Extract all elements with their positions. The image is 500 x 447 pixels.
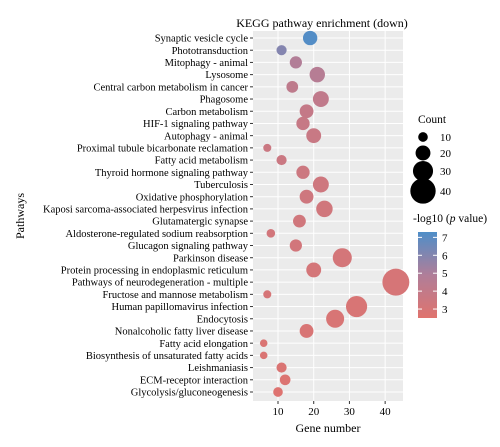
size-legend-circle <box>410 178 436 204</box>
data-point <box>276 362 287 373</box>
data-point <box>302 30 318 46</box>
data-point <box>316 200 333 218</box>
data-point <box>332 248 352 268</box>
category-label: Autophagy - animal <box>164 131 248 142</box>
category-label: Protein processing in endoplasmic reticu… <box>61 266 248 277</box>
y-axis-ticks <box>250 37 253 393</box>
category-label: Glycolysis/gluconeogenesis <box>131 388 248 399</box>
category-label: Proximal tubule bicarbonate reclamation <box>77 143 249 154</box>
data-point <box>266 229 276 238</box>
colorbar-tick-label: 7 <box>442 232 448 244</box>
data-point <box>382 268 410 296</box>
category-label: ECM-receptor interaction <box>140 375 249 386</box>
category-labels: Synaptic vesicle cyclePhototransductionM… <box>43 34 249 399</box>
data-point <box>293 214 306 228</box>
colorbar-tick-label: 4 <box>442 286 448 298</box>
chart-title: KEGG pathway enrichment (down) <box>236 16 408 30</box>
category-label: Endocytosis <box>197 314 248 325</box>
data-point <box>312 91 329 107</box>
category-label: Carbon metabolism <box>165 107 248 118</box>
y-axis-title: Pathways <box>13 193 27 239</box>
category-label: Glucagon signaling pathway <box>128 241 249 252</box>
data-point <box>259 351 268 360</box>
category-label: Glutamatergic synapse <box>152 217 248 228</box>
x-tick-label: 20 <box>308 406 320 418</box>
category-label: Lysosome <box>205 70 248 81</box>
size-legend-label: 20 <box>440 148 452 160</box>
data-point <box>279 374 291 386</box>
category-label: Pathways of neurodegeneration - multiple <box>72 278 248 289</box>
data-point <box>276 45 287 56</box>
category-label: Thyroid hormone signaling pathway <box>95 168 249 179</box>
category-label: Phototransduction <box>172 46 249 57</box>
colorbar-tick-label: 5 <box>442 268 448 280</box>
x-tick-label: 10 <box>273 406 285 418</box>
color-legend: -log10 (p value) 3 4 5 6 7 <box>413 213 487 318</box>
data-point <box>263 290 272 299</box>
data-point <box>309 66 325 83</box>
size-legend-circle <box>418 132 428 142</box>
data-point <box>263 143 272 152</box>
data-point <box>326 309 345 328</box>
category-label: Nonalcoholic fatty liver disease <box>115 327 249 338</box>
category-label: Central carbon metabolism in cancer <box>93 82 248 93</box>
data-point <box>276 154 287 166</box>
data-point <box>286 80 299 93</box>
colorbar <box>418 232 437 318</box>
size-legend-label: 30 <box>440 166 452 178</box>
data-point <box>345 295 368 318</box>
data-point <box>306 128 322 144</box>
x-tick-label: 40 <box>380 406 392 418</box>
category-label: Tuberculosis <box>194 180 248 191</box>
category-label: Biosynthesis of unsaturated fatty acids <box>86 351 248 362</box>
size-legend-title: Count <box>418 114 447 126</box>
data-point <box>299 189 314 204</box>
category-label: HIF-1 signaling pathway <box>143 119 249 130</box>
category-label: Parkinson disease <box>173 253 248 264</box>
category-label: Kaposi sarcoma-associated herpesvirus in… <box>43 204 249 215</box>
data-point <box>289 239 302 252</box>
data-points <box>259 30 410 397</box>
data-point <box>299 324 314 338</box>
size-legend: Count 10 20 30 40 <box>410 114 452 204</box>
category-label: Fatty acid metabolism <box>155 156 248 167</box>
category-label: Synaptic vesicle cycle <box>155 34 249 45</box>
color-legend-title: -log10 (p value) <box>413 213 487 225</box>
data-point <box>312 176 329 193</box>
data-point <box>299 104 314 119</box>
category-label: Mitophagy - animal <box>165 58 248 69</box>
size-legend-label: 10 <box>440 132 452 144</box>
data-point <box>296 165 310 179</box>
data-point <box>259 339 268 347</box>
category-label: Leishmaniasis <box>188 363 248 374</box>
size-legend-circle <box>415 145 431 161</box>
data-point <box>289 56 302 69</box>
x-tick-label: 30 <box>344 406 356 418</box>
data-point <box>296 116 310 131</box>
category-label: Fructose and mannose metabolism <box>102 290 248 301</box>
category-label: Oxidative phosphorylation <box>136 192 249 203</box>
size-legend-label: 40 <box>440 186 452 198</box>
size-legend-circle <box>412 160 434 182</box>
data-point <box>306 262 322 278</box>
colorbar-tick-label: 6 <box>442 250 448 262</box>
category-label: Aldosterone-regulated sodium reabsorptio… <box>65 229 248 240</box>
category-label: Phagosome <box>200 95 249 106</box>
vertical-gridlines <box>277 31 386 401</box>
category-label: Human papillomavirus infection <box>112 302 249 313</box>
category-label: Fatty acid elongation <box>159 339 248 350</box>
data-point <box>273 387 283 397</box>
colorbar-tick-label: 3 <box>442 304 448 316</box>
x-axis-ticks: 10 20 30 40 <box>273 401 392 418</box>
x-axis-title: Gene number <box>296 421 361 435</box>
